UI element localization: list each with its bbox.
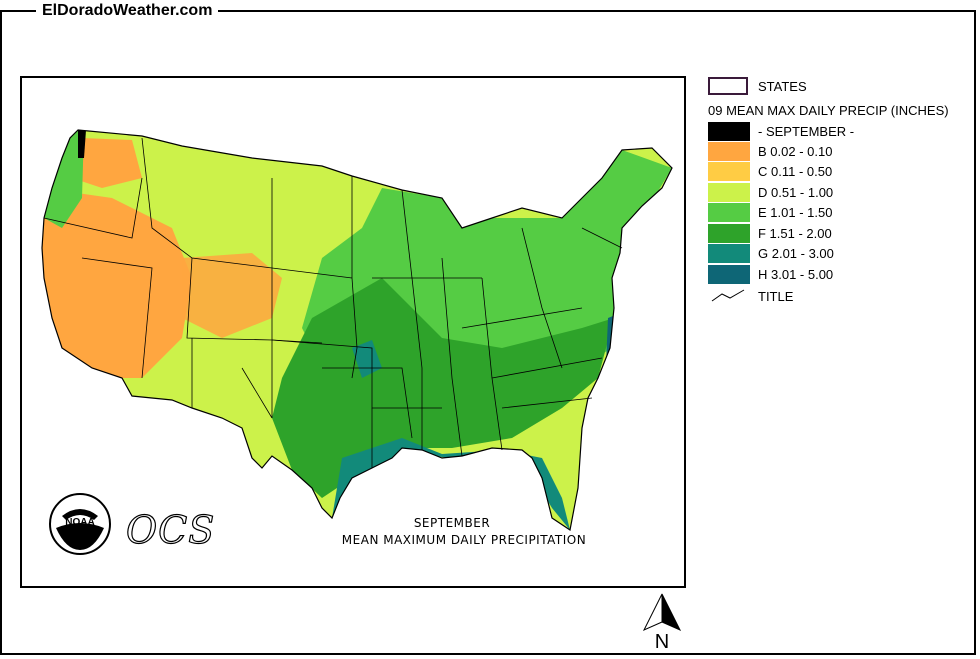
legend-swatch	[708, 141, 750, 161]
legend-item-label: C 0.11 - 0.50	[758, 164, 833, 179]
legend-item: C 0.11 - 0.50	[708, 162, 832, 182]
legend-swatch	[708, 182, 750, 202]
legend-item: G 2.01 - 3.00	[708, 244, 834, 264]
legend-item-label: D 0.51 - 1.00	[758, 184, 834, 200]
month-swatch	[708, 121, 750, 141]
legend-item: B 0.02 - 0.10	[708, 141, 832, 161]
noaa-logo-text: NOAA	[65, 517, 94, 528]
legend-item-label: F 1.51 - 2.00	[758, 225, 832, 241]
legend-month-row: - SEPTEMBER -	[708, 121, 854, 141]
title-line-icon	[711, 289, 745, 302]
page-frame	[0, 10, 976, 655]
legend-item-label: G 2.01 - 3.00	[758, 246, 834, 261]
legend-item: F 1.51 - 2.00	[708, 223, 832, 243]
north-arrow-icon: N	[642, 593, 682, 653]
legend-item: H 3.01 - 5.00	[708, 264, 833, 284]
legend-item-label: H 3.01 - 5.00	[758, 266, 834, 282]
legend-swatch	[708, 223, 750, 243]
legend-swatch	[708, 244, 750, 263]
map-caption-title: MEAN MAXIMUM DAILY PRECIPITATION	[341, 533, 587, 547]
legend-swatch	[708, 162, 750, 181]
legend-item: E 1.01 - 1.50	[708, 203, 832, 223]
legend-states: STATES	[708, 76, 807, 96]
legend-swatch	[708, 264, 750, 284]
ocs-logo: OCS	[125, 507, 216, 552]
legend-title-label: TITLE	[758, 288, 794, 304]
precipitation-map: SEPTEMBER MEAN MAXIMUM DAILY PRECIPITATI…	[20, 76, 686, 588]
legend-states-label: STATES	[758, 78, 807, 94]
us-map-svg	[41, 129, 673, 532]
north-label: N	[655, 631, 669, 653]
legend-item-label: E 1.01 - 1.50	[758, 205, 833, 220]
legend-header: 09 MEAN MAX DAILY PRECIP (INCHES)	[708, 103, 949, 118]
map-caption-month: SEPTEMBER	[413, 516, 491, 530]
legend-item: D 0.51 - 1.00	[708, 182, 833, 202]
legend-swatch	[708, 203, 750, 222]
legend-title-row: TITLE	[708, 286, 793, 306]
legend-month-label: - SEPTEMBER -	[758, 123, 855, 139]
states-swatch	[708, 77, 748, 95]
north-arrow: N	[636, 592, 688, 659]
state-boundaries	[41, 129, 673, 532]
legend-item-label: B 0.02 - 0.10	[758, 143, 833, 159]
site-title: ElDoradoWeather.com	[36, 0, 219, 22]
